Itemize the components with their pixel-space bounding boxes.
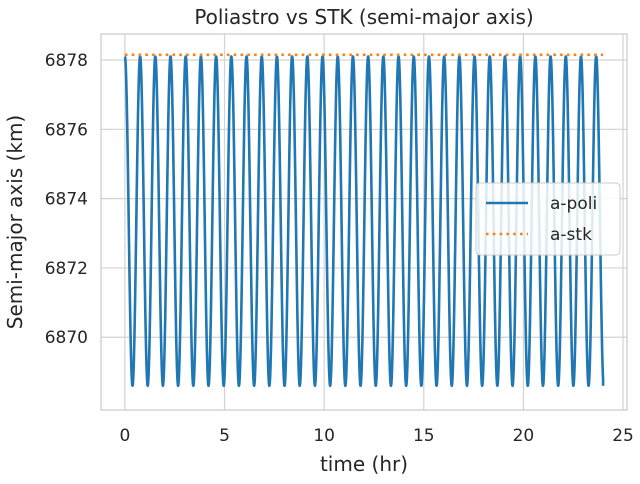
plot-area-frame	[100, 33, 628, 411]
x-tick-label: 25	[612, 426, 634, 446]
x-tick-label: 5	[219, 426, 230, 446]
chart-title: Poliastro vs STK (semi-major axis)	[194, 5, 533, 29]
y-tick-label: 6876	[45, 120, 88, 140]
y-tick-label: 6874	[45, 190, 88, 210]
y-tick-labels: 6870 6872 6874 6876 6878	[45, 51, 88, 348]
y-tick-label: 6872	[45, 259, 88, 279]
y-tick-label: 6878	[45, 51, 88, 71]
x-tick-labels: 0 5 10 15 20 25	[119, 426, 633, 446]
x-axis-label: time (hr)	[320, 452, 408, 476]
x-tick-label: 10	[313, 426, 335, 446]
legend-label-a-poli: a-poli	[550, 194, 597, 214]
y-axis-label: Semi-major axis (km)	[3, 115, 27, 329]
legend-label-a-stk: a-stk	[550, 225, 592, 245]
x-tick-label: 15	[413, 426, 435, 446]
legend-box	[475, 182, 621, 256]
y-tick-label: 6870	[45, 328, 88, 348]
legend: a-poli a-stk	[475, 182, 621, 256]
x-tick-label: 20	[513, 426, 535, 446]
x-tick-label: 0	[119, 426, 130, 446]
